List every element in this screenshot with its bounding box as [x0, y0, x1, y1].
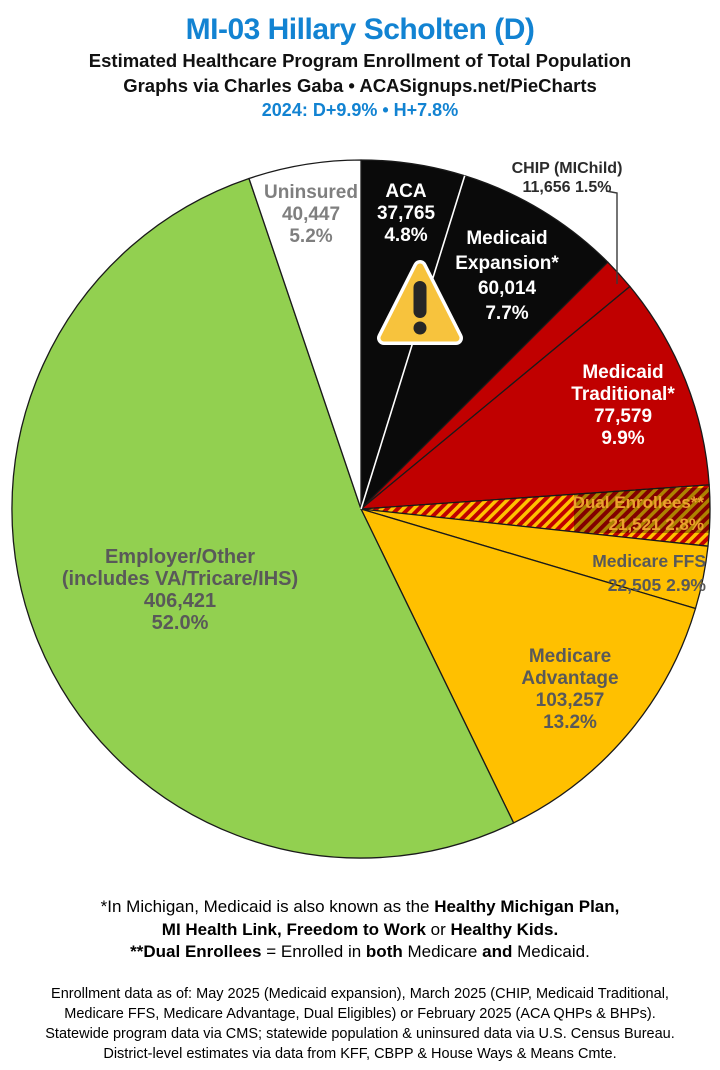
pie-slice-uninsured: [248, 159, 362, 510]
slice-label-aca: ACA 37,765 4.8%: [376, 181, 436, 246]
footnotes: *In Michigan, Medicaid is also known as …: [0, 896, 720, 964]
source-line: Enrollment data as of: May 2025 (Medicai…: [51, 986, 669, 1002]
pie-slice-medicaid-expansion: [360, 175, 609, 510]
source-line: District-level estimates via data from K…: [103, 1046, 617, 1062]
dual-enrollees-label-backdrop: [574, 488, 711, 533]
slice-label-medicare-advantage: Medicare Advantage 103,257 13.2%: [521, 646, 619, 733]
footnote-line: MI Health Link, Freedom to Work or Healt…: [161, 919, 559, 939]
subtitle-line-2: Graphs via Charles Gaba • ACASignups.net…: [123, 75, 597, 96]
source-block: Enrollment data as of: May 2025 (Medicai…: [0, 984, 720, 1064]
subtitle-line-1: Estimated Healthcare Program Enrollment …: [88, 50, 632, 71]
warning-icon: [377, 260, 463, 345]
footnote-line: **Dual Enrollees = Enrolled in both Medi…: [130, 942, 590, 961]
header: MI-03 Hillary Scholten (D) Estimated Hea…: [0, 12, 720, 122]
slice-label-dual-enrollees: Dual Enrollees** 21,521 2.8%: [572, 493, 704, 534]
footnote-line: *In Michigan, Medicaid is also known as …: [100, 897, 620, 916]
slice-label-medicaid-traditional: Medicaid Traditional* 77,579 9.9%: [571, 362, 675, 449]
page-title: MI-03 Hillary Scholten (D): [185, 13, 535, 46]
source-line: Statewide program data via CMS; statewid…: [45, 1026, 675, 1042]
pie-slice-medicaid-traditional: [360, 285, 710, 510]
partisan-lean-line: 2024: D+9.9% • H+7.8%: [261, 100, 459, 120]
pie-slice-employer-other-includes-va-tricare-ihs: [11, 177, 515, 859]
pie-slice-medicare-advantage: [360, 508, 697, 824]
slice-label-uninsured: Uninsured 40,447 5.2%: [264, 182, 358, 247]
slice-label-chip: CHIP (MIChild) 11,656 1.5%: [511, 160, 623, 196]
slice-label-medicaid-expansion: Medicaid Expansion* 60,014 7.7%: [455, 228, 559, 324]
source-line: Medicare FFS, Medicare Advantage, Dual E…: [64, 1006, 656, 1022]
chip-leader-line: [605, 190, 618, 284]
slice-label-medicare-ffs: Medicare FFS 22,505 2.9%: [592, 551, 706, 595]
pie-chart: Uninsured 40,447 5.2% ACA 37,765 4.8% Me…: [0, 140, 720, 880]
pie-svg: [11, 159, 711, 859]
slice-label-employer-other: Employer/Other (includes VA/Tricare/IHS)…: [61, 546, 299, 634]
